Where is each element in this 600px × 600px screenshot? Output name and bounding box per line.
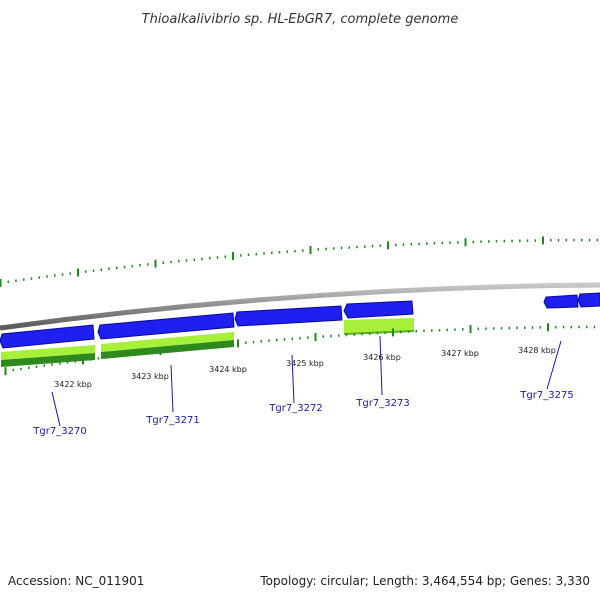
gene-label-tgr7-3272[interactable]: Tgr7_3272 [268,403,322,414]
gene-label-tgr7-3275[interactable]: Tgr7_3275 [519,390,573,401]
cds-arrow-tgr7-3271[interactable] [97,312,235,340]
feature-edge-3 [343,330,415,335]
outer-scale-ticks [0,236,599,287]
forward-cds-track [0,292,600,349]
cds-arrow-tgr7-3274[interactable] [543,294,579,309]
cds-arrow-tgr7-3273[interactable] [343,300,414,319]
feature-green-2 [101,340,234,359]
scale-labels: 3422 kbp 3423 kbp 3424 kbp 3425 kbp 3426… [54,346,556,389]
gene-label-tgr7-3270[interactable]: Tgr7_3270 [32,426,86,437]
gene-label-tgr7-3271[interactable]: Tgr7_3271 [145,415,199,426]
cds-arrow-tgr7-3275[interactable] [577,292,600,308]
leader-line [170,364,174,413]
scale-label: 3422 kbp [54,380,92,389]
leader-line [291,354,295,404]
accession-text: Accession: NC_011901 [8,574,145,588]
leader-line [546,340,562,390]
gene-labels: Tgr7_3270 Tgr7_3271 Tgr7_3272 Tgr7_3273 … [32,335,574,437]
scale-label: 3423 kbp [131,372,169,381]
feature-green-1 [1,353,95,367]
scale-label: 3425 kbp [286,359,324,368]
scale-label: 3424 kbp [209,365,247,374]
feature-lime-2 [101,332,234,352]
map-title: Thioalkalivibrio sp. HL-EbGR7, complete … [142,12,459,27]
topology-text: Topology: circular; Length: 3,464,554 bp… [260,574,590,588]
scale-label: 3428 kbp [518,346,556,355]
gene-label-tgr7-3273[interactable]: Tgr7_3273 [355,398,409,409]
cds-arrow-tgr7-3272[interactable] [234,305,343,327]
feature-track [1,318,415,367]
leader-line [51,391,61,427]
feature-lime-1 [1,345,95,360]
scale-label: 3427 kbp [441,349,479,358]
leader-line [379,335,383,396]
genome-backbone [0,282,600,331]
scale-label: 3426 kbp [363,353,401,362]
cds-arrow-tgr7-3270[interactable] [0,324,95,349]
feature-lime-3 [344,318,414,334]
inner-scale-ticks [4,323,596,376]
